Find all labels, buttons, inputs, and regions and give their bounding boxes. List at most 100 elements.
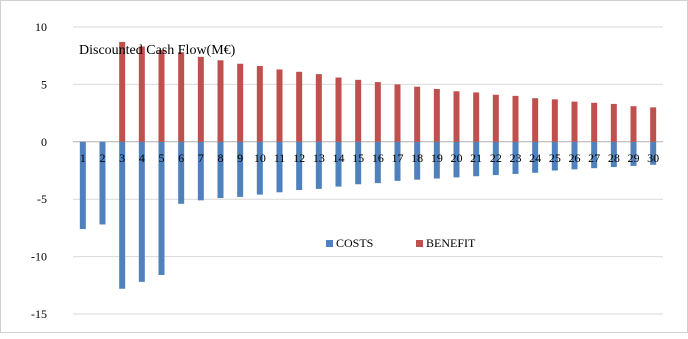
bar-costs-11 <box>276 141 283 193</box>
x-tick-label: 29 <box>628 151 640 165</box>
x-tick-label: 10 <box>254 151 266 165</box>
bar-costs-5 <box>158 141 165 275</box>
bar-costs-22 <box>492 141 499 176</box>
bar-benefit-23 <box>512 95 519 142</box>
bar-benefit-26 <box>571 101 578 142</box>
bar-costs-6 <box>178 141 185 204</box>
bar-benefit-25 <box>551 99 558 142</box>
x-tick-label: 26 <box>569 151 581 165</box>
bar-benefit-6 <box>178 52 185 142</box>
x-tick-label: 6 <box>178 151 184 165</box>
bar-costs-25 <box>551 141 558 171</box>
y-tick-label: -5 <box>37 192 47 206</box>
legend-label-benefit: BENEFIT <box>426 236 476 250</box>
bar-benefit-20 <box>453 91 460 142</box>
y-tick-label: -10 <box>31 250 47 264</box>
bar-benefit-11 <box>276 69 283 142</box>
x-tick-label: 8 <box>218 151 224 165</box>
bar-benefit-5 <box>158 49 165 142</box>
bar-costs-13 <box>315 141 322 189</box>
bar-costs-3 <box>119 141 126 289</box>
bar-costs-30 <box>650 141 657 165</box>
x-tick-label: 3 <box>119 151 125 165</box>
bar-costs-27 <box>591 141 598 169</box>
x-tick-label: 28 <box>608 151 620 165</box>
x-tick-label: 21 <box>470 151 482 165</box>
bar-benefit-15 <box>355 79 362 142</box>
x-tick-label: 15 <box>352 151 364 165</box>
y-tick-label: -15 <box>31 307 47 321</box>
bar-benefit-24 <box>532 98 539 142</box>
x-tick-label: 25 <box>549 151 561 165</box>
bar-benefit-28 <box>610 103 617 142</box>
gridlines <box>73 26 663 315</box>
x-tick-label: 20 <box>451 151 463 165</box>
y-tick-label: 10 <box>35 20 47 34</box>
bar-benefit-18 <box>414 86 421 142</box>
x-tick-label: 7 <box>198 151 204 165</box>
bar-costs-26 <box>571 141 578 170</box>
bar-benefit-27 <box>591 102 598 142</box>
bar-costs-8 <box>217 141 224 199</box>
x-tick-label: 4 <box>139 151 145 165</box>
bar-benefit-29 <box>630 106 637 142</box>
bar-costs-19 <box>433 141 440 179</box>
bar-benefit-17 <box>394 84 401 142</box>
bar-benefit-3 <box>119 41 126 142</box>
x-tick-label: 1 <box>80 151 86 165</box>
x-tick-label: 18 <box>411 151 423 165</box>
x-tick-label: 11 <box>274 151 286 165</box>
x-tick-label: 5 <box>159 151 165 165</box>
bar-benefit-12 <box>296 71 303 142</box>
legend-label-costs: COSTS <box>336 236 373 250</box>
bar-benefit-22 <box>492 94 499 142</box>
x-tick-label: 14 <box>333 151 345 165</box>
x-tick-label: 17 <box>392 151 404 165</box>
bar-costs-14 <box>335 141 342 187</box>
bar-benefit-7 <box>197 56 204 142</box>
legend-swatch-benefit <box>416 240 423 247</box>
bar-benefit-21 <box>473 92 480 142</box>
bar-benefit-13 <box>315 74 322 142</box>
bar-benefit-10 <box>256 66 263 142</box>
x-tick-label: 24 <box>529 151 541 165</box>
bar-costs-4 <box>138 141 145 282</box>
y-tick-label: 5 <box>41 77 47 91</box>
x-tick-label: 22 <box>490 151 502 165</box>
bar-costs-7 <box>197 141 204 201</box>
bar-costs-20 <box>453 141 460 178</box>
x-tick-label: 30 <box>647 151 659 165</box>
bar-benefit-16 <box>374 82 381 142</box>
bar-costs-24 <box>532 141 539 173</box>
y-tick-label: 0 <box>41 135 47 149</box>
bar-costs-18 <box>414 141 421 180</box>
bar-costs-1 <box>79 141 86 230</box>
x-tick-label: 2 <box>100 151 106 165</box>
bar-benefit-8 <box>217 60 224 142</box>
y-axis: 10 5 0 -5 -10 -15 <box>31 20 47 321</box>
bar-costs-12 <box>296 141 303 191</box>
bar-costs-2 <box>99 141 106 225</box>
x-tick-label: 12 <box>293 151 305 165</box>
x-tick-label: 23 <box>510 151 522 165</box>
bar-costs-23 <box>512 141 519 174</box>
bar-benefit-9 <box>237 63 244 142</box>
x-tick-label: 9 <box>237 151 243 165</box>
bar-benefit-4 <box>138 46 145 142</box>
x-axis: 1 2 3 4 5 6 7 8 9 10 11 12 13 14 15 16 17 18 19 20 21 22 23 24 2… <box>80 151 659 165</box>
bar-costs-21 <box>473 141 480 177</box>
legend: COSTS BENEFIT <box>326 236 476 250</box>
bar-benefit-14 <box>335 77 342 142</box>
bar-costs-15 <box>355 141 362 185</box>
bars <box>79 41 657 289</box>
bar-costs-28 <box>610 141 617 168</box>
bar-costs-9 <box>237 141 244 197</box>
bar-costs-16 <box>374 141 381 184</box>
x-tick-label: 16 <box>372 151 384 165</box>
chart-title: Discounted Cash Flow(M€) <box>79 43 236 58</box>
bar-costs-17 <box>394 141 401 181</box>
bar-benefit-30 <box>650 107 657 142</box>
bar-benefit-19 <box>433 88 440 142</box>
